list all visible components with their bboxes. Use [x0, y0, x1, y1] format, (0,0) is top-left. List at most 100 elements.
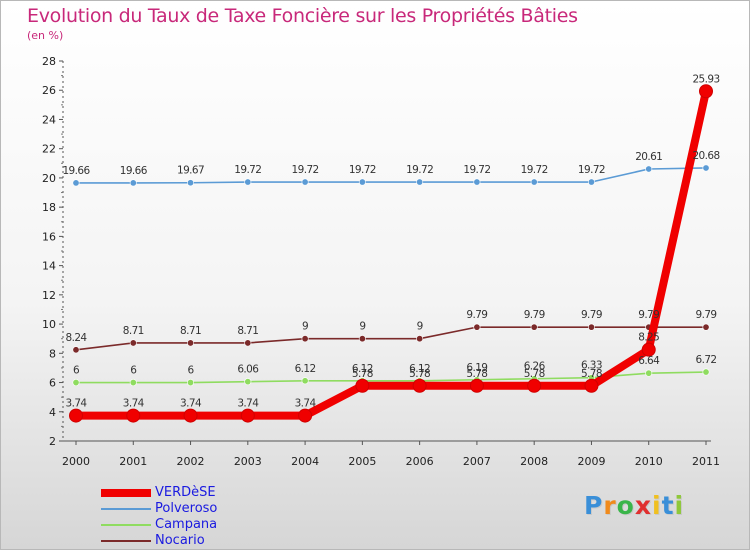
y-tick-label: 24	[42, 113, 56, 126]
legend: VERDèSE Polveroso Campana Nocario	[101, 485, 301, 549]
data-point-nocario	[129, 339, 137, 347]
data-label-nocario: 9.79	[524, 309, 545, 321]
data-point-polveroso	[129, 179, 137, 187]
legend-item-polveroso: Polveroso	[101, 501, 301, 517]
data-point-polveroso	[72, 179, 80, 187]
data-label-campana: 6.06	[237, 364, 259, 376]
y-tick-label: 10	[42, 318, 56, 331]
data-point-polveroso	[358, 178, 366, 186]
data-point-nocario	[72, 346, 80, 354]
y-tick-label: 4	[49, 406, 56, 419]
data-label-polveroso: 19.72	[292, 164, 319, 176]
data-label-polveroso: 19.66	[120, 165, 148, 177]
data-label-verdse: 5.78	[352, 368, 373, 380]
legend-label-verdese: VERDèSE	[155, 485, 216, 500]
data-point-nocario	[416, 335, 424, 343]
data-label-nocario: 8.71	[123, 325, 144, 337]
x-tick-label: 2008	[520, 455, 548, 468]
data-point-campana	[702, 368, 710, 376]
legend-item-nocario: Nocario	[101, 533, 301, 549]
data-label-polveroso: 19.72	[578, 164, 605, 176]
x-tick-label: 2010	[635, 455, 663, 468]
y-tick-label: 26	[42, 84, 56, 97]
data-point-verdse	[527, 378, 542, 393]
x-tick-label: 2005	[348, 455, 376, 468]
data-label-campana: 6	[73, 365, 80, 377]
data-label-nocario: 9	[417, 321, 423, 333]
data-label-verdse: 3.74	[237, 398, 259, 410]
data-point-polveroso	[416, 178, 424, 186]
proxiti-logo: Proxiti	[584, 491, 684, 520]
data-point-nocario	[473, 323, 481, 331]
y-tick-label: 16	[42, 230, 56, 243]
y-tick-label: 18	[42, 201, 56, 214]
data-label-verdse: 3.74	[66, 398, 88, 410]
data-point-nocario	[530, 323, 538, 331]
data-label-polveroso: 19.72	[349, 164, 376, 176]
x-tick-label: 2011	[692, 455, 720, 468]
x-tick-label: 2002	[177, 455, 205, 468]
logo-letter: o	[616, 491, 635, 520]
data-point-campana	[244, 378, 252, 386]
data-label-polveroso: 19.72	[463, 164, 490, 176]
data-label-nocario: 9	[359, 321, 365, 333]
data-point-polveroso	[473, 178, 481, 186]
data-point-nocario	[301, 335, 309, 343]
data-point-verdse	[183, 408, 198, 423]
data-label-verdse: 25.93	[692, 73, 719, 85]
data-point-verdse	[355, 378, 370, 393]
data-point-verdse	[641, 342, 656, 357]
data-point-verdse	[298, 408, 313, 423]
data-point-verdse	[699, 84, 713, 99]
series-line-polveroso	[75, 167, 707, 184]
data-label-nocario: 8.71	[237, 325, 258, 337]
legend-label-polveroso: Polveroso	[155, 501, 218, 516]
data-label-campana: 6	[130, 365, 137, 377]
data-label-verdse: 8.25	[638, 332, 659, 344]
data-point-polveroso	[301, 178, 309, 186]
y-tick-label: 14	[42, 260, 56, 273]
data-label-campana: 6.64	[638, 355, 660, 367]
data-label-nocario: 9.79	[638, 309, 659, 321]
logo-letter: P	[584, 491, 604, 520]
data-label-campana: 6.12	[295, 363, 316, 375]
x-tick-label: 2004	[291, 455, 319, 468]
data-point-polveroso	[244, 178, 252, 186]
legend-label-nocario: Nocario	[155, 533, 205, 548]
data-point-verdse	[584, 378, 599, 393]
data-point-polveroso	[702, 164, 710, 172]
data-label-verdse: 5.78	[581, 368, 602, 380]
legend-item-campana: Campana	[101, 517, 301, 533]
logo-letter: i	[674, 491, 685, 520]
legend-item-verdese: VERDèSE	[101, 485, 301, 501]
x-tick-label: 2003	[234, 455, 262, 468]
x-tick-label: 2006	[406, 455, 434, 468]
data-label-nocario: 9.79	[581, 309, 602, 321]
y-tick-label: 22	[42, 143, 56, 156]
chart-unit-label: (en %)	[27, 29, 64, 42]
y-tick-label: 12	[42, 289, 56, 302]
data-point-verdse	[126, 408, 141, 423]
data-label-polveroso: 19.67	[177, 165, 204, 177]
data-label-polveroso: 20.68	[692, 150, 719, 162]
data-label-campana: 6.19	[466, 362, 487, 374]
data-point-polveroso	[530, 178, 538, 186]
data-point-polveroso	[645, 165, 653, 173]
data-label-campana: 6.72	[696, 354, 717, 366]
x-tick-label: 2007	[463, 455, 491, 468]
data-label-polveroso: 19.72	[234, 164, 261, 176]
y-tick-label: 8	[49, 347, 56, 360]
x-tick-label: 2001	[119, 455, 147, 468]
y-tick-label: 28	[42, 55, 56, 68]
legend-swatch-polveroso	[101, 508, 151, 510]
data-label-campana: 6.12	[352, 363, 373, 375]
data-label-campana: 6.26	[524, 361, 546, 373]
data-point-verdse	[412, 378, 427, 393]
data-point-verdse	[69, 408, 83, 423]
x-tick-label: 2009	[577, 455, 605, 468]
data-label-verdse: 5.78	[524, 368, 545, 380]
logo-letter: r	[603, 491, 617, 520]
data-label-polveroso: 20.61	[635, 151, 662, 163]
data-label-polveroso: 19.72	[521, 164, 548, 176]
